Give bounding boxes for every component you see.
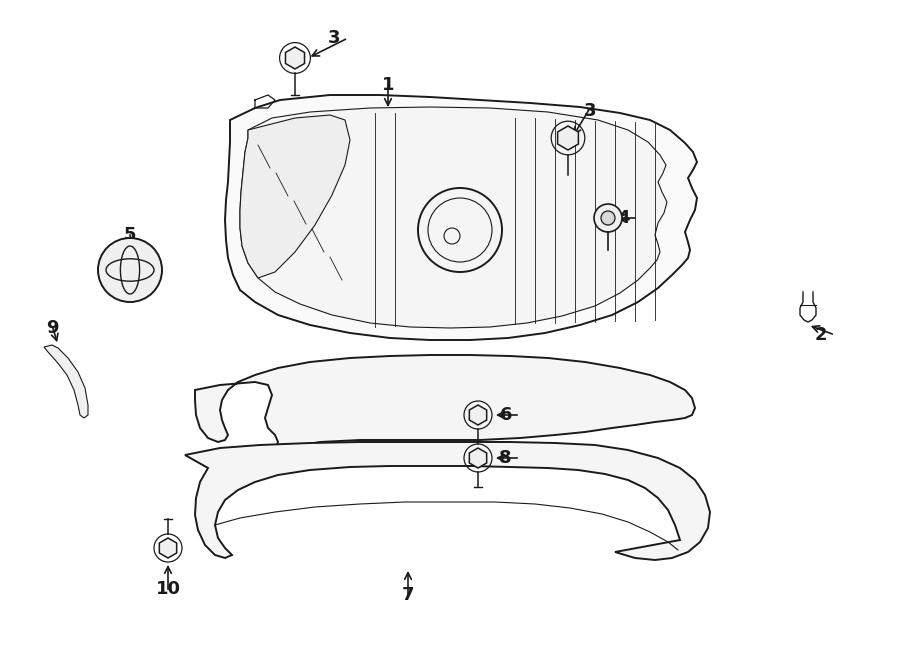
Polygon shape: [44, 345, 88, 418]
Polygon shape: [285, 47, 304, 69]
Circle shape: [601, 211, 615, 225]
Polygon shape: [558, 126, 579, 150]
Polygon shape: [225, 95, 697, 340]
Polygon shape: [159, 538, 176, 558]
Text: 1: 1: [382, 76, 394, 94]
Text: 5: 5: [124, 226, 136, 244]
Text: 10: 10: [156, 580, 181, 598]
Circle shape: [594, 204, 622, 232]
Circle shape: [418, 188, 502, 272]
Polygon shape: [469, 448, 487, 468]
Text: 3: 3: [584, 102, 596, 120]
Polygon shape: [240, 115, 350, 278]
Polygon shape: [195, 355, 695, 474]
Text: 3: 3: [328, 29, 340, 47]
Text: 7: 7: [401, 586, 414, 604]
Text: 8: 8: [500, 449, 512, 467]
Text: 2: 2: [814, 326, 827, 344]
Text: 4: 4: [617, 209, 630, 227]
Text: 9: 9: [46, 319, 58, 337]
Polygon shape: [469, 405, 487, 425]
Text: 6: 6: [500, 406, 512, 424]
Polygon shape: [185, 442, 710, 560]
Polygon shape: [240, 107, 667, 328]
Circle shape: [98, 238, 162, 302]
